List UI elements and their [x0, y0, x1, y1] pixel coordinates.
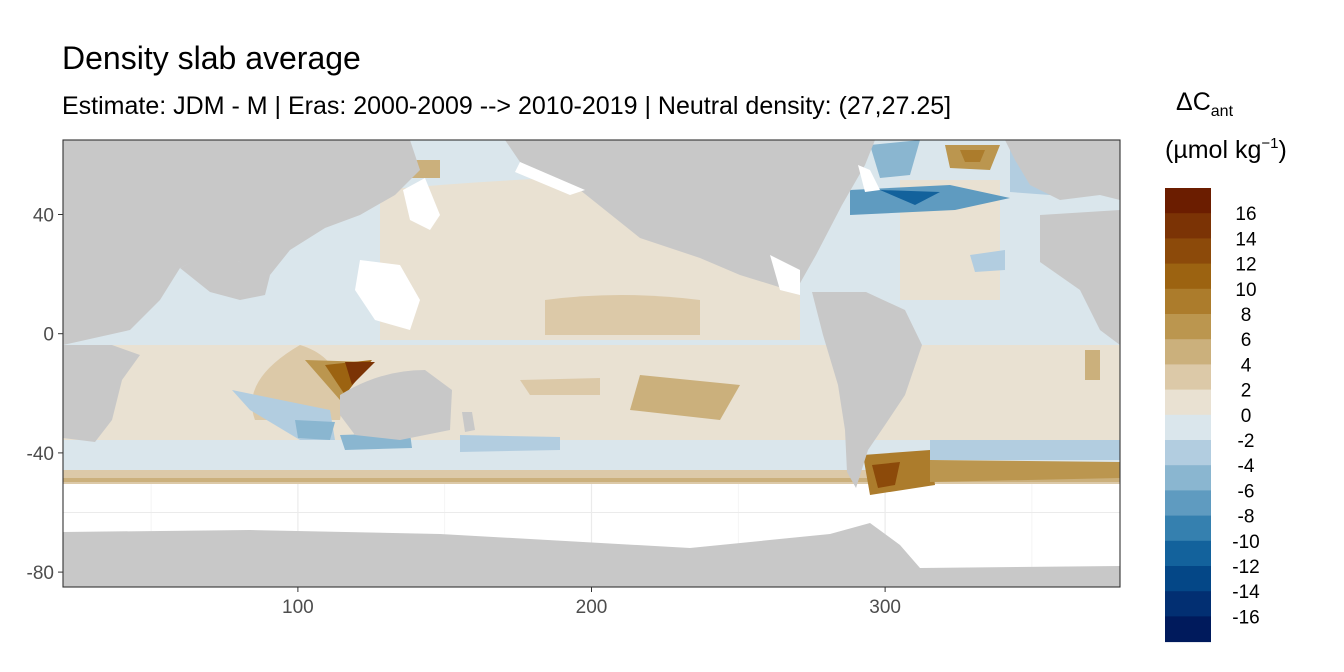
- legend-label: 14: [1235, 229, 1257, 250]
- legend-label: 8: [1241, 305, 1252, 326]
- legend-swatch: [1165, 515, 1211, 542]
- land-australia: [340, 370, 452, 440]
- y-tick-label: 0: [43, 325, 54, 346]
- map-layer: [63, 140, 1120, 587]
- legend-swatch: [1165, 616, 1211, 643]
- legend-swatch: [1165, 188, 1211, 214]
- legend-label: -2: [1238, 431, 1255, 452]
- y-tick-label: -80: [27, 563, 54, 584]
- field-patch: [345, 362, 375, 385]
- legend-unit: (µmol kg−1): [1165, 135, 1287, 164]
- no-data-japan-sea: [403, 178, 440, 230]
- legend-label: -4: [1238, 456, 1255, 477]
- land-europe: [1005, 140, 1120, 200]
- legend-label: 10: [1235, 280, 1256, 301]
- land-antarctica: [63, 523, 1120, 587]
- field-patch: [295, 420, 335, 440]
- x-tick-label: 100: [282, 597, 314, 618]
- field-patch: [460, 435, 560, 452]
- legend-label: -12: [1232, 557, 1259, 578]
- legend-swatch: [1165, 591, 1211, 617]
- x-tick-label: 200: [576, 597, 608, 618]
- no-data-central-america: [770, 255, 800, 295]
- legend-title: ΔCant: [1176, 88, 1234, 120]
- field-patch: [880, 190, 940, 205]
- legend-label: 6: [1241, 330, 1252, 351]
- land-africa: [63, 345, 140, 442]
- legend-label: -10: [1232, 532, 1259, 553]
- legend-swatch: [1165, 490, 1211, 517]
- legend-label: 4: [1241, 355, 1252, 376]
- field-patch: [870, 140, 920, 178]
- land-arabia-india: [180, 255, 270, 300]
- legend-label: 12: [1235, 255, 1256, 276]
- land-south-america: [812, 292, 922, 488]
- legend-swatch: [1165, 389, 1211, 416]
- legend-label: -8: [1238, 507, 1255, 528]
- legend-swatch: [1165, 238, 1211, 265]
- legend-swatch: [1165, 414, 1211, 441]
- chart-subtitle: Estimate: JDM - M | Eras: 2000-2009 --> …: [62, 92, 952, 120]
- legend-swatch: [1165, 339, 1211, 365]
- land-new-zealand: [462, 412, 475, 432]
- legend-label: -6: [1238, 481, 1255, 502]
- field-patch: [630, 375, 740, 420]
- legend-label: 16: [1235, 204, 1256, 225]
- y-tick-label: -40: [27, 444, 54, 465]
- no-data-indonesia: [355, 260, 420, 330]
- legend-colorbar: 16 14 12 10 8 6 4 2 0 -2 -4 -6 -8 -10 -12 -14 -16: [1165, 188, 1260, 643]
- field-patch: [930, 460, 1120, 482]
- legend-label: 0: [1241, 406, 1252, 427]
- legend-swatch: [1165, 465, 1211, 491]
- land-north-america: [505, 140, 875, 292]
- field-patch: [1085, 350, 1100, 380]
- no-data-alaska-coast: [515, 162, 585, 195]
- field-patch: [970, 250, 1005, 272]
- legend-label: -16: [1232, 607, 1259, 628]
- field-patch: [930, 440, 1120, 460]
- field-patch: [960, 150, 985, 162]
- land-eurasia: [63, 140, 420, 345]
- land-north-africa: [1040, 210, 1120, 345]
- legend-swatch: [1165, 540, 1211, 567]
- legend-swatch: [1165, 364, 1211, 391]
- legend-swatch: [1165, 213, 1211, 239]
- field-patch: [872, 462, 900, 488]
- map-panel: [62, 139, 1121, 588]
- chart-title: Density slab average: [62, 40, 361, 76]
- y-tick-label: 40: [33, 206, 54, 227]
- field-patch: [545, 295, 700, 335]
- legend-label: 2: [1241, 381, 1252, 402]
- legend-swatch: [1165, 288, 1211, 315]
- legend-swatch: [1165, 566, 1211, 592]
- legend-swatch: [1165, 440, 1211, 466]
- legend-swatch: [1165, 263, 1211, 290]
- field-patch: [520, 378, 600, 395]
- legend-swatch: [1165, 314, 1211, 340]
- legend-label: -14: [1232, 582, 1260, 603]
- x-tick-label: 300: [869, 597, 901, 618]
- no-data-newfoundland: [858, 165, 880, 192]
